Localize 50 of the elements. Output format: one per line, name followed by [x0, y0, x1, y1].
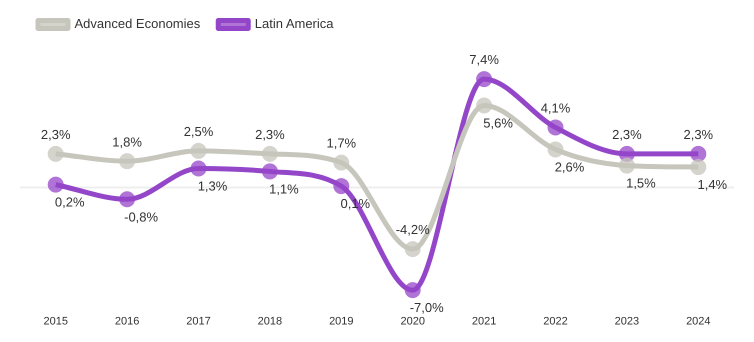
data-label: 2,3%	[683, 126, 714, 142]
point	[404, 282, 421, 298]
data-label: 1,7%	[326, 136, 357, 151]
data-label: -4,2%	[396, 222, 430, 238]
point	[404, 241, 421, 258]
data-label: 5,6%	[483, 116, 514, 131]
legend-label: Advanced Economies	[74, 16, 201, 32]
data-label: -0,8%	[124, 209, 159, 224]
data-label: 4,1%	[540, 100, 571, 116]
point	[548, 141, 564, 158]
x-tick-label: 2016	[114, 315, 140, 328]
point	[690, 146, 706, 162]
x-tick-label: 2020	[400, 315, 425, 328]
x-tick-label: 2018	[258, 315, 282, 328]
point	[48, 146, 64, 162]
point	[476, 97, 492, 114]
point	[190, 160, 206, 177]
point	[690, 159, 706, 176]
data-label: 2,3%	[40, 126, 71, 142]
data-label: 2,3%	[255, 126, 286, 142]
x-tick-label: 2019	[329, 315, 354, 328]
data-label: 2,6%	[554, 160, 585, 175]
data-label: 1,1%	[269, 182, 300, 197]
point	[618, 158, 635, 174]
x-tick-label: 2021	[472, 315, 496, 328]
x-tick-label: 2024	[686, 315, 711, 328]
point	[548, 119, 564, 136]
data-label: 2,5%	[184, 124, 214, 139]
data-label: 1,4%	[697, 177, 728, 192]
x-tick-label: 2023	[614, 315, 640, 328]
x-tick-label: 2022	[543, 315, 568, 328]
data-label: 7,4%	[469, 52, 500, 68]
point	[262, 146, 278, 162]
point	[333, 154, 350, 171]
data-label: 1,3%	[198, 178, 228, 194]
x-tick-label: 2017	[186, 315, 211, 328]
data-label: 1,5%	[626, 176, 656, 191]
data-label: -7,0%	[410, 300, 444, 316]
data-label: 1,8%	[112, 134, 142, 150]
data-label: 0,2%	[54, 194, 85, 210]
x-tick-label: 2015	[43, 315, 68, 328]
point	[476, 71, 492, 88]
point	[119, 153, 136, 170]
point	[190, 142, 206, 159]
data-label: 2,3%	[612, 126, 642, 142]
legend-label: Latin America	[254, 16, 334, 32]
point	[48, 176, 64, 193]
point	[119, 191, 136, 208]
point	[262, 163, 278, 180]
point	[333, 178, 350, 194]
